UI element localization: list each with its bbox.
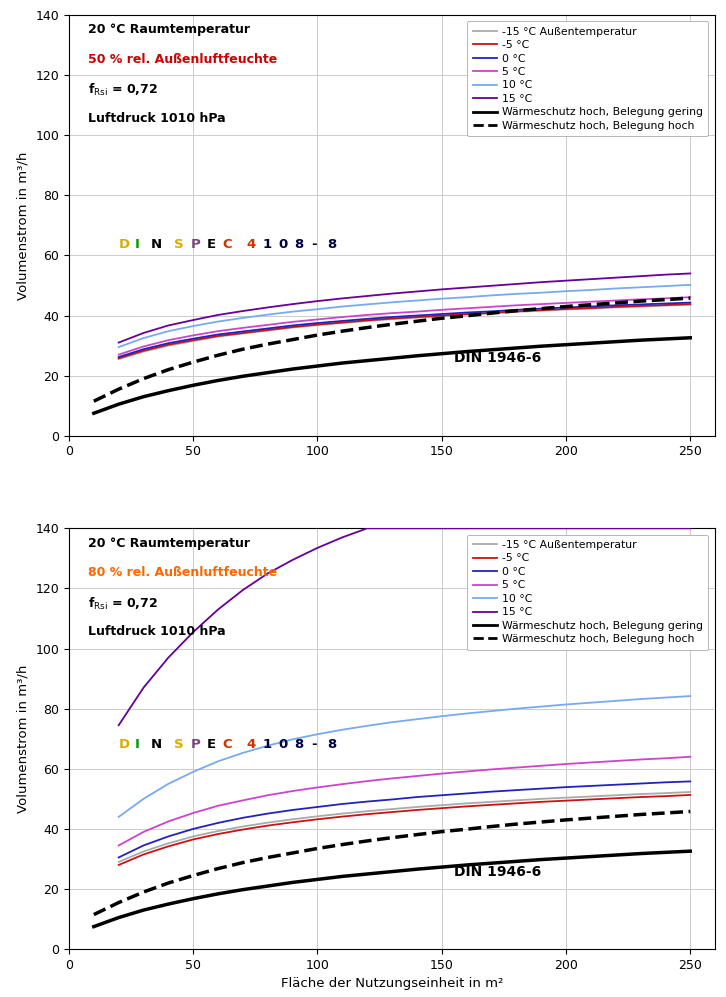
Text: N: N [151, 739, 162, 752]
Text: f$_{\mathrm{Rsi}}$ = 0,72: f$_{\mathrm{Rsi}}$ = 0,72 [89, 83, 158, 99]
Text: P: P [190, 237, 200, 250]
Text: 8: 8 [295, 237, 304, 250]
Text: P: P [190, 739, 200, 752]
Text: E: E [207, 739, 216, 752]
Text: 8: 8 [295, 739, 304, 752]
Text: C: C [223, 237, 232, 250]
Legend: -15 °C Außentemperatur, -5 °C, 0 °C, 5 °C, 10 °C, 15 °C, Wärmeschutz hoch, Beleg: -15 °C Außentemperatur, -5 °C, 0 °C, 5 °… [468, 21, 709, 137]
Text: 20 °C Raumtemperatur: 20 °C Raumtemperatur [89, 536, 250, 549]
Text: D: D [118, 237, 130, 250]
Text: 0: 0 [279, 739, 287, 752]
Text: C: C [223, 739, 232, 752]
Text: S: S [174, 739, 184, 752]
Text: Luftdruck 1010 hPa: Luftdruck 1010 hPa [89, 625, 226, 638]
Text: 0: 0 [279, 237, 287, 250]
Y-axis label: Volumenstrom in m³/h: Volumenstrom in m³/h [17, 665, 30, 813]
Text: 50 % rel. Außenluftfeuchte: 50 % rel. Außenluftfeuchte [89, 53, 277, 66]
Text: N: N [151, 237, 162, 250]
Text: 20 °C Raumtemperatur: 20 °C Raumtemperatur [89, 23, 250, 36]
Y-axis label: Volumenstrom in m³/h: Volumenstrom in m³/h [17, 152, 30, 299]
Text: DIN 1946-6: DIN 1946-6 [454, 351, 542, 365]
Text: S: S [174, 237, 184, 250]
X-axis label: Fläche der Nutzungseinheit in m²: Fläche der Nutzungseinheit in m² [281, 977, 503, 990]
Text: 1: 1 [262, 237, 272, 250]
Text: -: - [311, 739, 317, 752]
Text: 4: 4 [246, 739, 256, 752]
Text: D: D [118, 739, 130, 752]
Text: DIN 1946-6: DIN 1946-6 [454, 864, 542, 878]
Text: 8: 8 [327, 237, 336, 250]
Text: 8: 8 [327, 739, 336, 752]
Text: I: I [135, 739, 139, 752]
Text: Luftdruck 1010 hPa: Luftdruck 1010 hPa [89, 112, 226, 125]
Text: 1: 1 [262, 739, 272, 752]
Text: 80 % rel. Außenluftfeuchte: 80 % rel. Außenluftfeuchte [89, 566, 277, 579]
Text: f$_{\mathrm{Rsi}}$ = 0,72: f$_{\mathrm{Rsi}}$ = 0,72 [89, 595, 158, 612]
Legend: -15 °C Außentemperatur, -5 °C, 0 °C, 5 °C, 10 °C, 15 °C, Wärmeschutz hoch, Beleg: -15 °C Außentemperatur, -5 °C, 0 °C, 5 °… [468, 534, 709, 650]
Text: -: - [311, 237, 317, 250]
Text: I: I [135, 237, 139, 250]
Text: 4: 4 [246, 237, 256, 250]
Text: E: E [207, 237, 216, 250]
